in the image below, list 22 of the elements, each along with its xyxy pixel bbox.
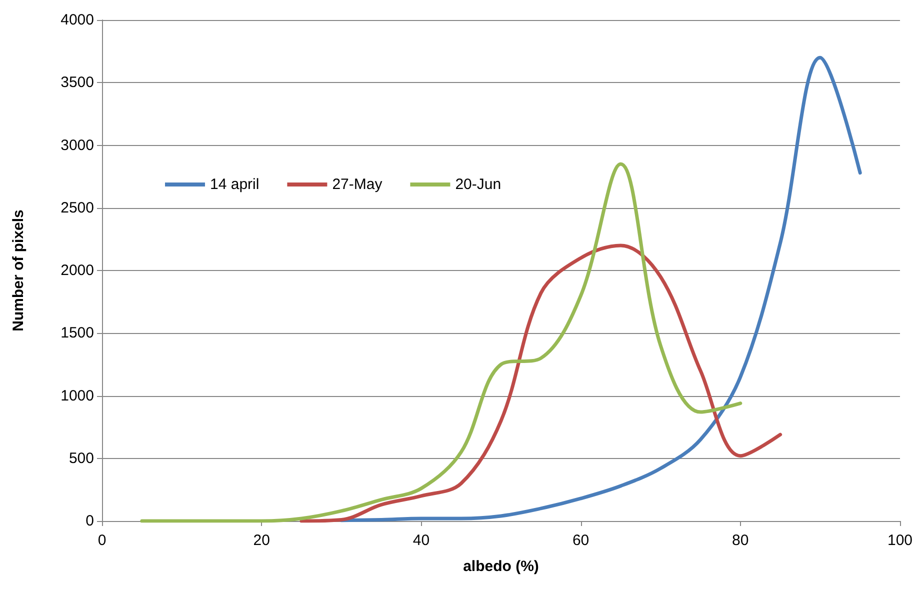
legend-label: 20-Jun (455, 176, 502, 193)
y-tick-label: 3000 (60, 136, 94, 154)
y-tick-label: 0 (86, 512, 94, 530)
x-axis-title: albedo (%) (463, 558, 539, 575)
line-series (140, 162, 742, 523)
y-axis-title: Number of pixels (10, 210, 27, 332)
x-tick-label: 100 (887, 532, 913, 549)
y-tick-label: 1500 (60, 324, 94, 342)
x-tick-label: 40 (412, 532, 430, 549)
y-tick-label: 1000 (60, 387, 94, 404)
legend-label: 14 april (210, 176, 260, 193)
x-tick-label: 80 (732, 532, 749, 549)
y-tick-label: 2000 (60, 262, 94, 279)
x-tick-label: 0 (98, 532, 106, 549)
legend-label: 27-May (332, 176, 383, 193)
y-tick-label: 500 (68, 450, 94, 467)
y-tick-label: 3500 (60, 74, 94, 92)
y-tick-label: 4000 (60, 12, 94, 28)
x-tick-label: 20 (253, 532, 270, 549)
y-tick-label: 2500 (60, 199, 94, 216)
line-series (300, 244, 782, 523)
x-tick-label: 60 (572, 532, 590, 549)
